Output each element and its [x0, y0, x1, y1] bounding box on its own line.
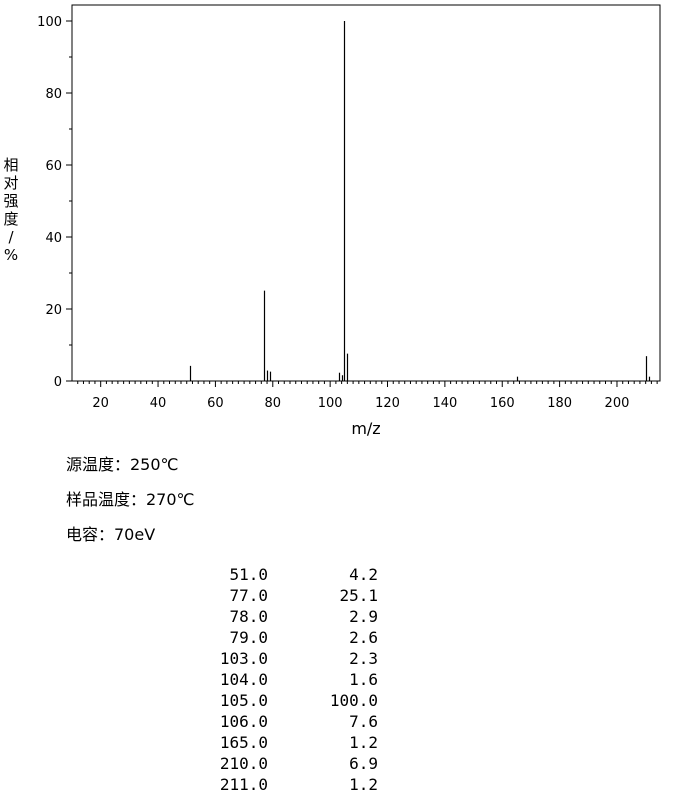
y-axis-label-char: 度 [3, 210, 19, 228]
mz-cell: 165.0 [219, 733, 268, 752]
y-axis-label-char: / [8, 228, 14, 246]
spectrum-peaks [189, 21, 651, 381]
peak-table: 51.0 4.2 77.0 25.1 78.0 2.9 79.0 2.6 103.0 2.3 104… [200, 564, 378, 795]
plot-frame [71, 4, 661, 382]
abundance-cell: 1.2 [349, 775, 378, 794]
mz-cell: 103.0 [219, 649, 268, 668]
mz-cell: 104.0 [219, 670, 268, 689]
mz-cell: 106.0 [219, 712, 268, 731]
mz-cell: 210.0 [219, 754, 268, 773]
mz-cell: 211.0 [219, 775, 268, 794]
mz-cell: 79.0 [229, 628, 268, 647]
x-tick-label: 20 [92, 396, 109, 411]
table-row: 211.0 1.2 [200, 774, 378, 795]
y-axis-label: 相对强度 /% [2, 156, 20, 264]
mz-cell: 105.0 [219, 691, 268, 710]
table-row: 105.0 100.0 [200, 690, 378, 711]
source-temperature: 源温度：250℃ [66, 455, 179, 474]
table-row: 104.0 1.6 [200, 669, 378, 690]
table-row: 79.0 2.6 [200, 627, 378, 648]
table-row: 210.0 6.9 [200, 753, 378, 774]
x-tick-label: 140 [432, 396, 457, 411]
abundance-cell: 2.3 [349, 649, 378, 668]
mz-cell: 51.0 [229, 565, 268, 584]
table-row: 165.0 1.2 [200, 732, 378, 753]
abundance-cell: 2.9 [349, 607, 378, 626]
y-tick-label: 100 [37, 15, 62, 30]
x-axis-ticks: 20 40 60 80 100 120 140 160 180 200 [77, 381, 658, 411]
y-tick-label: 40 [45, 231, 62, 246]
x-tick-label: 100 [318, 396, 343, 411]
x-tick-label: 120 [375, 396, 400, 411]
x-tick-label: 80 [265, 396, 282, 411]
y-axis-label-char: 强 [3, 192, 19, 210]
sample-temperature: 样品温度：270℃ [66, 490, 195, 509]
y-tick-label: 0 [54, 375, 62, 390]
table-row: 103.0 2.3 [200, 648, 378, 669]
x-tick-label: 60 [207, 396, 224, 411]
y-axis-label-char: 相 [3, 156, 19, 174]
y-axis-ticks: 0 20 40 60 80 100 [37, 15, 72, 390]
x-axis-label: m/z [351, 419, 380, 438]
mz-cell: 78.0 [229, 607, 268, 626]
mz-cell: 77.0 [229, 586, 268, 605]
mass-spectrum-chart: 20 40 60 80 100 120 140 160 180 200 020406080100 … [37, 4, 661, 438]
x-tick-label: 160 [490, 396, 515, 411]
abundance-cell: 1.2 [349, 733, 378, 752]
x-tick-label: 180 [547, 396, 572, 411]
y-axis-label-char: % [3, 246, 19, 264]
abundance-cell: 6.9 [349, 754, 378, 773]
x-tick-label: 40 [150, 396, 167, 411]
table-row: 77.0 25.1 [200, 585, 378, 606]
table-row: 78.0 2.9 [200, 606, 378, 627]
table-row: 106.0 7.6 [200, 711, 378, 732]
abundance-cell: 2.6 [349, 628, 378, 647]
y-tick-label: 20 [45, 303, 62, 318]
table-row: 51.0 4.2 [200, 564, 378, 585]
y-tick-label: 60 [45, 159, 62, 174]
x-tick-label: 200 [605, 396, 630, 411]
abundance-cell: 25.1 [339, 586, 378, 605]
abundance-cell: 100.0 [329, 691, 378, 710]
ionization-voltage: 电容：70eV [66, 525, 156, 544]
abundance-cell: 4.2 [349, 565, 378, 584]
y-axis-label-char: 对 [3, 174, 19, 192]
abundance-cell: 1.6 [349, 670, 378, 689]
y-tick-label: 80 [45, 87, 62, 102]
abundance-cell: 7.6 [349, 712, 378, 731]
